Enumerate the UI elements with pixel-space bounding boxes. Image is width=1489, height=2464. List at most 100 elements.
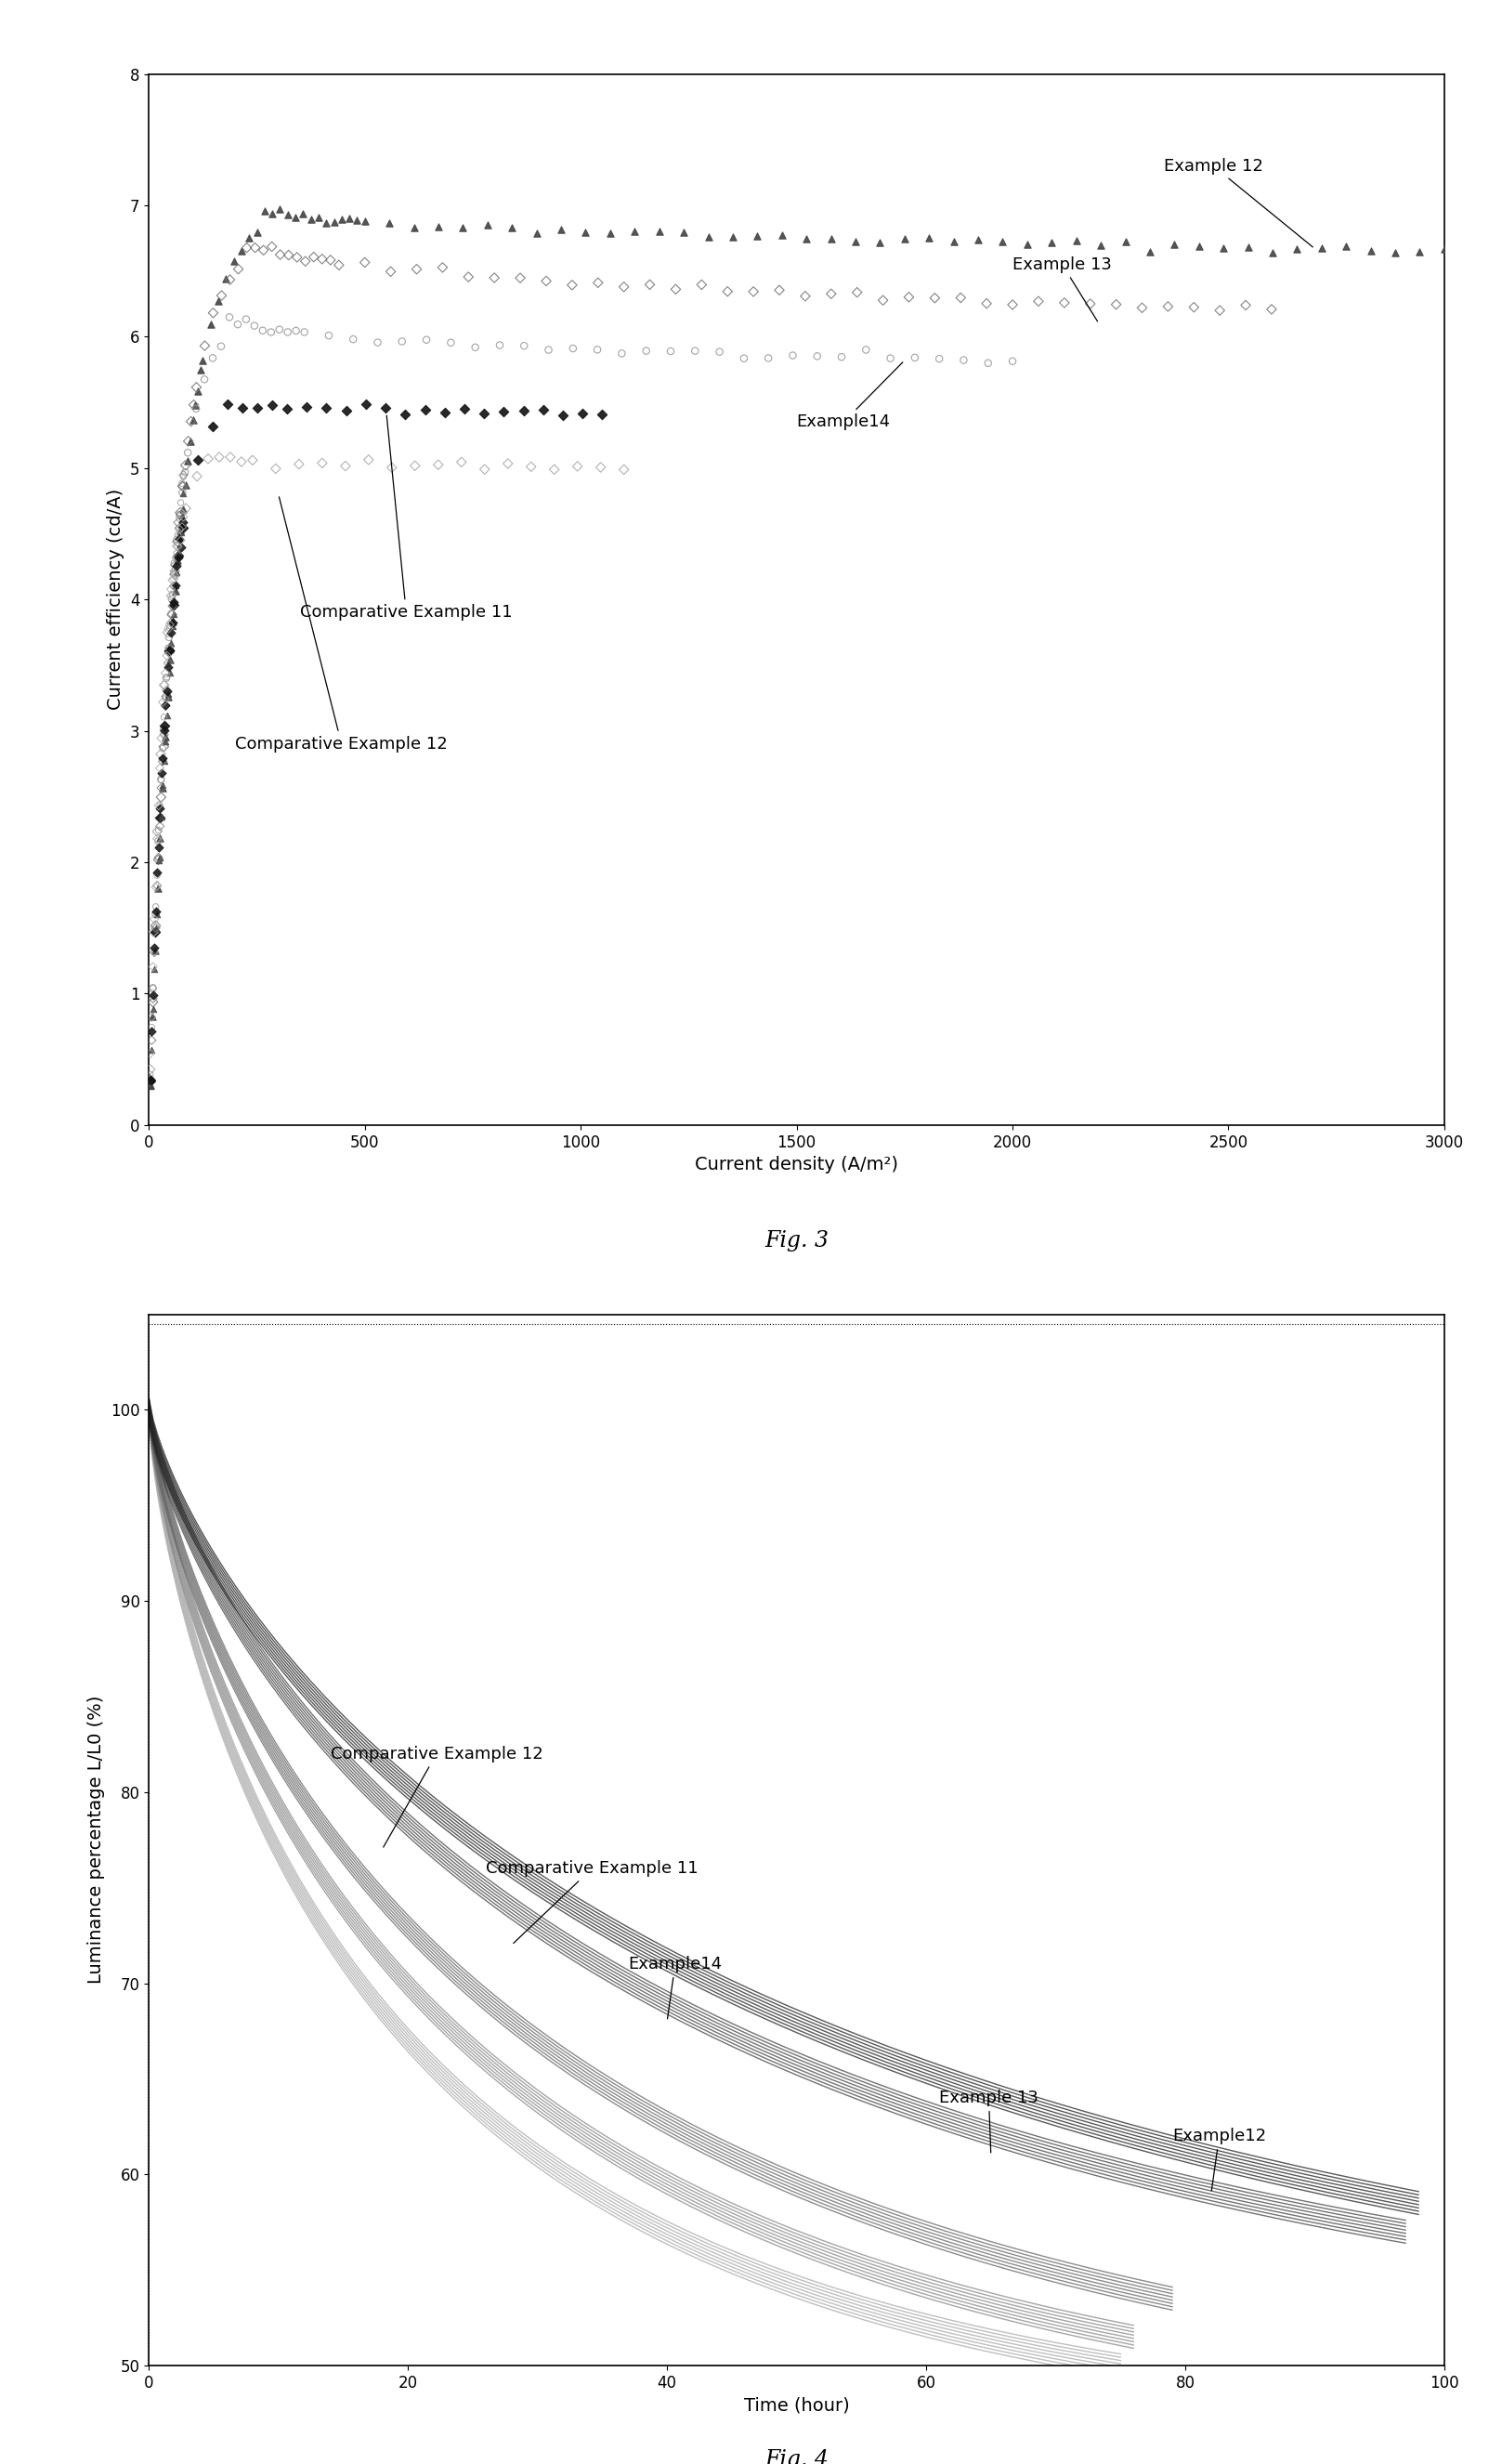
Point <box>214 259 238 298</box>
Text: Comparative Example 12: Comparative Example 12 <box>331 1745 543 1848</box>
Point <box>683 330 707 370</box>
Point <box>141 968 165 1008</box>
Point <box>162 554 186 594</box>
Point <box>1053 283 1077 323</box>
Point <box>164 567 188 606</box>
Point <box>143 912 167 951</box>
Point <box>164 557 188 596</box>
Point <box>165 537 189 577</box>
Point <box>185 389 208 429</box>
Text: Example 13: Example 13 <box>940 2089 1038 2154</box>
Point <box>155 658 179 697</box>
Point <box>488 325 512 365</box>
Point <box>167 537 191 577</box>
Point <box>168 495 192 535</box>
Point <box>264 448 287 488</box>
Point <box>317 315 341 355</box>
Point <box>158 631 182 670</box>
Point <box>570 394 594 434</box>
Point <box>334 392 357 431</box>
Point <box>186 372 210 411</box>
Point <box>158 609 182 648</box>
Point <box>561 328 585 367</box>
Point <box>144 892 168 931</box>
Point <box>152 742 176 781</box>
Point <box>141 998 165 1037</box>
Point <box>165 535 189 574</box>
Point <box>268 234 292 274</box>
Point <box>167 517 191 557</box>
Point <box>402 207 426 246</box>
Point <box>138 1035 162 1074</box>
Point <box>453 389 476 429</box>
Point <box>261 195 284 234</box>
Point <box>829 338 853 377</box>
Point <box>156 678 180 717</box>
Point <box>182 384 205 424</box>
Point <box>871 281 895 320</box>
Point <box>222 241 246 281</box>
Point <box>143 949 167 988</box>
Point <box>412 389 436 429</box>
Point <box>150 769 174 808</box>
Point <box>201 407 225 446</box>
Point <box>144 909 168 949</box>
Point <box>207 281 231 320</box>
Point <box>1155 286 1179 325</box>
Point <box>664 269 688 308</box>
Point <box>566 446 590 485</box>
Point <box>795 219 819 259</box>
Point <box>450 444 474 483</box>
Point <box>819 274 843 313</box>
Point <box>168 513 192 552</box>
Point <box>146 818 170 857</box>
Point <box>146 840 170 880</box>
Point <box>475 205 499 244</box>
Point <box>168 495 192 535</box>
Point <box>141 912 165 951</box>
Point <box>231 389 255 429</box>
Point <box>268 190 292 229</box>
Point <box>165 520 189 559</box>
Point <box>472 394 496 434</box>
Point <box>165 515 189 554</box>
Point <box>176 421 200 461</box>
Point <box>535 261 558 301</box>
Point <box>140 1013 164 1052</box>
Point <box>173 466 197 505</box>
Point <box>146 821 170 860</box>
Point <box>138 1060 162 1099</box>
Point <box>146 865 170 904</box>
Point <box>143 929 167 968</box>
Point <box>146 855 170 894</box>
Point <box>149 798 173 838</box>
Point <box>152 710 176 749</box>
Point <box>1138 232 1161 271</box>
Text: Example14: Example14 <box>797 362 902 431</box>
Point <box>977 342 1001 382</box>
Point <box>143 899 167 939</box>
Point <box>155 636 179 675</box>
Point <box>404 446 427 485</box>
Point <box>560 266 584 306</box>
Point <box>189 350 213 389</box>
Point <box>1088 224 1112 264</box>
Point <box>1163 224 1187 264</box>
Point <box>637 266 661 306</box>
X-axis label: Current density (A/m²): Current density (A/m²) <box>695 1156 898 1173</box>
Point <box>844 222 868 261</box>
Point <box>500 207 524 246</box>
Point <box>806 338 829 377</box>
Point <box>237 219 261 259</box>
Point <box>174 446 198 485</box>
Point <box>138 1060 162 1099</box>
Point <box>167 520 191 559</box>
Point <box>152 710 176 749</box>
Point <box>923 278 947 318</box>
Point <box>149 779 173 818</box>
Point <box>146 786 170 825</box>
Point <box>846 274 870 313</box>
Point <box>244 212 268 251</box>
Point <box>138 1067 162 1106</box>
Point <box>551 397 575 436</box>
